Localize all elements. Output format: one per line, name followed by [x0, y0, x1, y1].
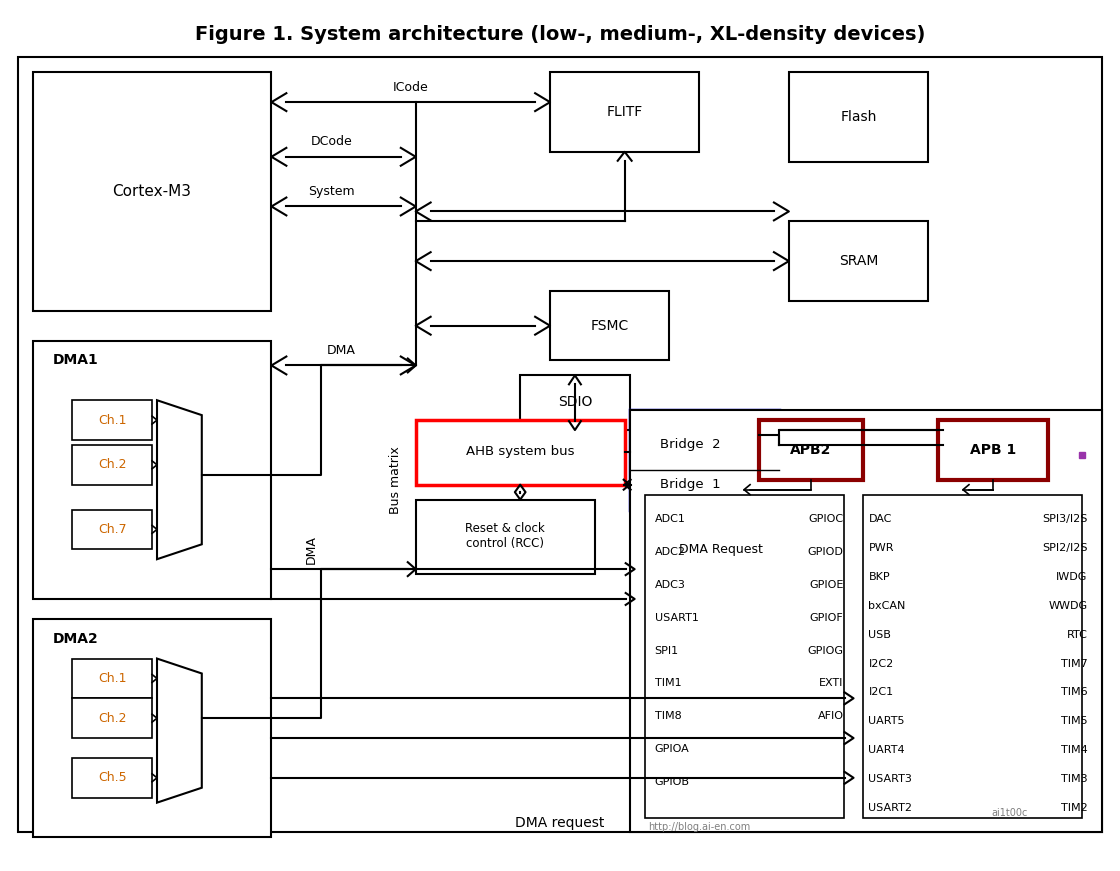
- Text: PWR: PWR: [868, 544, 894, 553]
- Text: SRAM: SRAM: [839, 254, 878, 268]
- Text: Bridge  2: Bridge 2: [660, 438, 720, 451]
- Text: SPI3/I2S: SPI3/I2S: [1042, 515, 1088, 524]
- Bar: [32, 72, 271, 311]
- Bar: [550, 72, 699, 152]
- Text: TIM3: TIM3: [1061, 773, 1088, 784]
- Text: I2C1: I2C1: [868, 687, 894, 698]
- Text: TIM2: TIM2: [1061, 802, 1088, 813]
- Text: bxCAN: bxCAN: [868, 601, 906, 611]
- Text: DMA1: DMA1: [53, 354, 99, 368]
- Text: IWDG: IWDG: [1056, 572, 1088, 582]
- Text: GPIOC: GPIOC: [809, 515, 843, 524]
- Text: USB: USB: [868, 630, 892, 639]
- Text: GPIOB: GPIOB: [654, 777, 690, 787]
- Text: GPIOA: GPIOA: [654, 744, 689, 754]
- Bar: [645, 495, 843, 818]
- Bar: [939, 420, 1047, 480]
- Bar: [73, 658, 152, 699]
- Bar: [73, 445, 152, 484]
- Text: USART3: USART3: [868, 773, 913, 784]
- Text: BKP: BKP: [868, 572, 890, 582]
- Text: DCode: DCode: [310, 135, 352, 148]
- Text: SPI1: SPI1: [654, 645, 679, 656]
- Text: FSMC: FSMC: [590, 319, 628, 333]
- Text: ai1t00c: ai1t00c: [991, 807, 1028, 818]
- Text: SPI2/I2S: SPI2/I2S: [1042, 544, 1088, 553]
- Text: Ch.2: Ch.2: [97, 458, 127, 471]
- Bar: [73, 758, 152, 798]
- Text: TIM7: TIM7: [1061, 658, 1088, 669]
- Bar: [32, 341, 271, 599]
- Text: Figure 1. System architecture (low-, medium-, XL-density devices): Figure 1. System architecture (low-, med…: [195, 25, 925, 44]
- Text: DMA Request: DMA Request: [680, 543, 763, 556]
- Text: Ch.1: Ch.1: [97, 414, 127, 427]
- Text: TIM6: TIM6: [1061, 687, 1088, 698]
- Text: Ch.7: Ch.7: [97, 523, 127, 536]
- Bar: [73, 401, 152, 440]
- Text: DMA: DMA: [305, 535, 318, 564]
- Bar: [788, 72, 928, 162]
- Text: EXTI: EXTI: [819, 679, 843, 688]
- Text: USART2: USART2: [868, 802, 913, 813]
- Polygon shape: [157, 401, 202, 559]
- Text: DMA2: DMA2: [53, 631, 99, 645]
- Bar: [18, 57, 1102, 833]
- Bar: [635, 484, 853, 827]
- Bar: [520, 375, 629, 430]
- Text: UART4: UART4: [868, 745, 905, 755]
- Text: UART5: UART5: [868, 716, 905, 726]
- Text: FLITF: FLITF: [607, 105, 643, 119]
- Text: WWDG: WWDG: [1048, 601, 1088, 611]
- Bar: [73, 510, 152, 550]
- Text: SDIO: SDIO: [558, 395, 592, 409]
- Text: DMA request: DMA request: [515, 815, 605, 829]
- Bar: [550, 291, 670, 361]
- Text: GPIOF: GPIOF: [810, 613, 843, 623]
- Text: Ch.5: Ch.5: [97, 772, 127, 784]
- Text: RTC: RTC: [1066, 630, 1088, 639]
- Text: APB2: APB2: [790, 443, 831, 457]
- Text: TIM4: TIM4: [1061, 745, 1088, 755]
- Text: TIM1: TIM1: [654, 679, 681, 688]
- Bar: [853, 484, 1092, 827]
- Bar: [759, 420, 864, 480]
- Bar: [629, 410, 1102, 833]
- Bar: [32, 618, 271, 837]
- Text: GPIOE: GPIOE: [810, 580, 843, 590]
- Text: GPIOG: GPIOG: [808, 645, 843, 656]
- Text: APB 1: APB 1: [970, 443, 1016, 457]
- Bar: [416, 500, 595, 574]
- Text: http://blog.ai-en.com: http://blog.ai-en.com: [648, 822, 750, 833]
- Bar: [416, 420, 625, 484]
- Bar: [788, 221, 928, 300]
- Text: USART1: USART1: [654, 613, 699, 623]
- Text: Flash: Flash: [840, 110, 877, 124]
- Text: Reset & clock
control (RCC): Reset & clock control (RCC): [466, 523, 545, 550]
- Text: ICode: ICode: [393, 81, 429, 94]
- Text: Ch.2: Ch.2: [97, 712, 127, 725]
- Bar: [629, 410, 778, 510]
- Text: TIM8: TIM8: [654, 712, 681, 721]
- Text: DAC: DAC: [868, 515, 892, 524]
- Text: ADC1: ADC1: [654, 515, 685, 524]
- Text: GPIOD: GPIOD: [808, 547, 843, 557]
- Text: I2C2: I2C2: [868, 658, 894, 669]
- Bar: [864, 495, 1082, 818]
- Text: Ch.1: Ch.1: [97, 672, 127, 685]
- Text: System: System: [308, 185, 354, 198]
- Text: Bridge  1: Bridge 1: [660, 478, 720, 491]
- Bar: [73, 699, 152, 738]
- Polygon shape: [157, 658, 202, 803]
- Text: AFIO: AFIO: [818, 712, 843, 721]
- Text: ADC2: ADC2: [654, 547, 685, 557]
- Text: ADC3: ADC3: [654, 580, 685, 590]
- Text: DMA: DMA: [327, 344, 355, 357]
- Text: Cortex-M3: Cortex-M3: [112, 184, 192, 199]
- Text: Bus matrix: Bus matrix: [390, 446, 402, 514]
- Text: TIM5: TIM5: [1061, 716, 1088, 726]
- Text: AHB system bus: AHB system bus: [466, 445, 575, 458]
